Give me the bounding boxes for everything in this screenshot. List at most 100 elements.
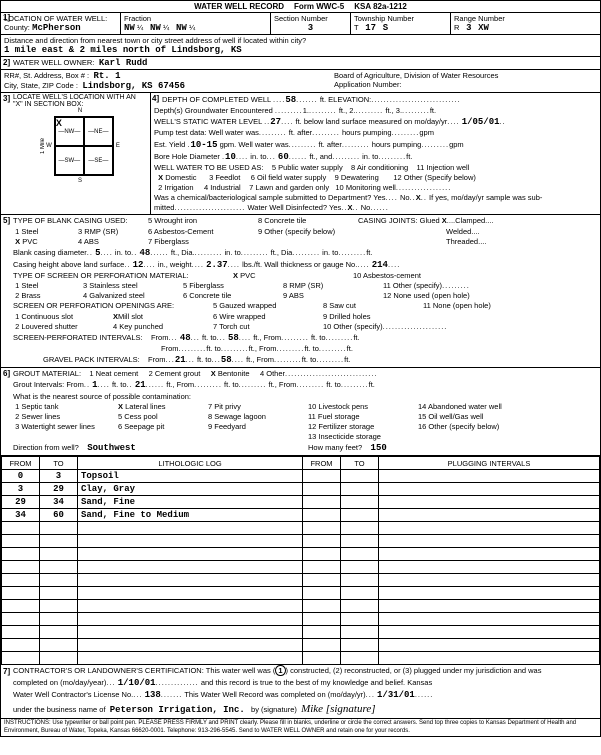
sec3-num: 3]: [3, 94, 10, 103]
table-row: [2, 613, 600, 626]
sec7-head: CONTRACTOR'S OR LANDOWNER'S CERTIFICATIO…: [13, 666, 275, 675]
sec1-head: LOCATION OF WATER WELL:: [4, 14, 117, 23]
table-row: [2, 535, 600, 548]
sec2-addr: RR#, St. Address, Box # : Rt. 1 City, St…: [1, 70, 600, 93]
sec2-num: 2]: [3, 58, 10, 67]
city-lbl: City, State, ZIP Code :: [4, 81, 78, 90]
col-from: FROM: [2, 457, 40, 470]
section-5: 5] TYPE OF BLANK CASING USED: 5 Wrought …: [1, 215, 600, 368]
sec1-num: 1]: [3, 13, 10, 22]
col-to: TO: [40, 457, 78, 470]
screen-lbl: TYPE OF SCREEN OR PERFORATION MATERIAL:: [13, 271, 189, 280]
range-dir: W: [484, 23, 489, 33]
table-row: [2, 522, 600, 535]
bore-val: 10: [225, 152, 236, 162]
spi-to: 58: [228, 333, 239, 343]
sec1-dist: Distance and direction from nearest town…: [1, 35, 600, 57]
sec5-head: TYPE OF BLANK CASING USED:: [13, 216, 128, 225]
bore-to: 60: [278, 152, 289, 162]
spi-lbl: SCREEN-PERFORATED INTERVALS:: [13, 333, 143, 342]
section-7: 7] CONTRACTOR'S OR LANDOWNER'S CERTIFICA…: [1, 665, 600, 719]
table-row: [2, 587, 600, 600]
lic-no: 138: [145, 690, 161, 700]
compass-w: W: [46, 143, 52, 149]
instructions: INSTRUCTIONS: Use typewriter or ball poi…: [1, 719, 600, 735]
pump-lbl: Pump test data: Well water was: [154, 128, 259, 137]
dir-val: Southwest: [87, 443, 136, 453]
bore-lbl: Bore Hole Diameter: [154, 152, 220, 161]
dist-lbl: Distance and direction from nearest town…: [4, 36, 306, 45]
township-lbl: Township Number: [354, 14, 447, 23]
gpi-from: 21: [175, 355, 186, 365]
elev: ft. ELEVATION:: [320, 95, 371, 104]
sec6-head: GROUT MATERIAL:: [13, 369, 81, 378]
table-row: 29 34 Sand, Fine: [2, 496, 600, 509]
compass-e: E: [116, 143, 120, 149]
col-from2: FROM: [303, 457, 341, 470]
form-no: Form WWC-5: [294, 2, 344, 11]
f3: NW: [176, 23, 187, 33]
compass-s: S: [13, 178, 147, 184]
contam-lbl: What is the nearest source of possible c…: [13, 392, 191, 401]
sec6-num: 6]: [3, 369, 10, 380]
table-row: 0 3 Topsoil: [2, 470, 600, 483]
hmf-lbl: How many feet?: [308, 443, 362, 452]
form-title: WATER WELL RECORD: [194, 2, 284, 11]
esty-val: 10-15: [190, 140, 217, 150]
biz-name: Peterson Irrigation, Inc.: [110, 705, 245, 715]
cha-lbl: Casing height above land surface: [13, 260, 124, 269]
gi-to: 21: [135, 380, 146, 390]
compOn-date: 1/31/01: [377, 690, 415, 700]
signature: Mike [signature]: [301, 703, 375, 715]
sec3-head: LOCATE WELL'S LOCATION WITH AN "X" IN SE…: [13, 94, 147, 108]
table-row: [2, 574, 600, 587]
form-ksa: KSA 82a-1212: [354, 2, 407, 11]
hmf-val: 150: [371, 443, 387, 453]
table-row: [2, 639, 600, 652]
table-row: 34 60 Sand, Fine to Medium: [2, 509, 600, 522]
table-row: [2, 548, 600, 561]
cert-1: 1: [275, 665, 285, 676]
section-6: 6] GROUT MATERIAL: 1 Neat cement 2 Cemen…: [1, 368, 600, 456]
cha-gauge: 214: [372, 260, 388, 270]
app-lbl: Application Number:: [334, 80, 597, 89]
page: WATER WELL RECORD Form WWC-5 KSA 82a-121…: [0, 0, 601, 737]
fraction-lbl: Fraction: [124, 14, 267, 23]
joints: CASING JOINTS: Glued: [358, 216, 440, 225]
disinfect-lbl: Water Well Disinfected? Yes: [247, 203, 341, 212]
gw-lbl: Depth(s) Groundwater Encountered: [154, 106, 273, 115]
static-lbl: WELL'S STATIC WATER LEVEL: [154, 117, 262, 126]
depth: 58: [285, 95, 296, 105]
spi-from: 48: [180, 333, 191, 343]
owner: Karl Rudd: [99, 58, 148, 68]
col-plug: PLUGGING INTERVALS: [379, 457, 600, 470]
section-box: —NW— —NE— —SW— —SE— X: [54, 116, 114, 176]
dist-val: 1 mile east & 2 miles north of Lindsborg…: [4, 45, 242, 55]
sec7-num: 7]: [3, 666, 10, 677]
section-val: 3: [274, 23, 347, 33]
rr-val: Rt. 1: [94, 71, 121, 81]
use-lbl: WELL WATER TO BE USED AS:: [154, 163, 263, 172]
table-row: [2, 626, 600, 639]
col-litho: LITHOLOGIC LOG: [78, 457, 303, 470]
gi-lbl: Grout Intervals: From: [13, 380, 84, 389]
lithologic-table: FROM TO LITHOLOGIC LOG FROM TO PLUGGING …: [1, 456, 600, 665]
table-row: [2, 652, 600, 665]
section-2: 2] WATER WELL OWNER: Karl Rudd: [1, 57, 600, 70]
form-header: WATER WELL RECORD Form WWC-5 KSA 82a-121…: [1, 1, 600, 13]
chem-lbl: Was a chemical/bacteriological sample su…: [154, 193, 386, 202]
range-lbl: Range Number: [454, 14, 597, 23]
cha-val: 12: [133, 260, 144, 270]
mile-lbl: 1 Mile: [40, 138, 46, 154]
f2: NW: [150, 23, 161, 33]
static-val: 27: [270, 117, 281, 127]
lic-lbl: Water Well Contractor's License No.: [13, 690, 133, 699]
township-val: 17: [365, 23, 376, 33]
city-val: Lindsborg, KS 67456: [82, 81, 185, 91]
sec2-head: WATER WELL OWNER:: [13, 58, 94, 67]
range-val: 3: [466, 23, 471, 33]
biz-lbl: under the business name of: [13, 705, 106, 714]
bcd-lbl: Blank casing diameter: [13, 248, 87, 257]
sec4-head: DEPTH OF COMPLETED WELL: [162, 95, 271, 104]
comp-date: 1/10/01: [118, 678, 156, 688]
